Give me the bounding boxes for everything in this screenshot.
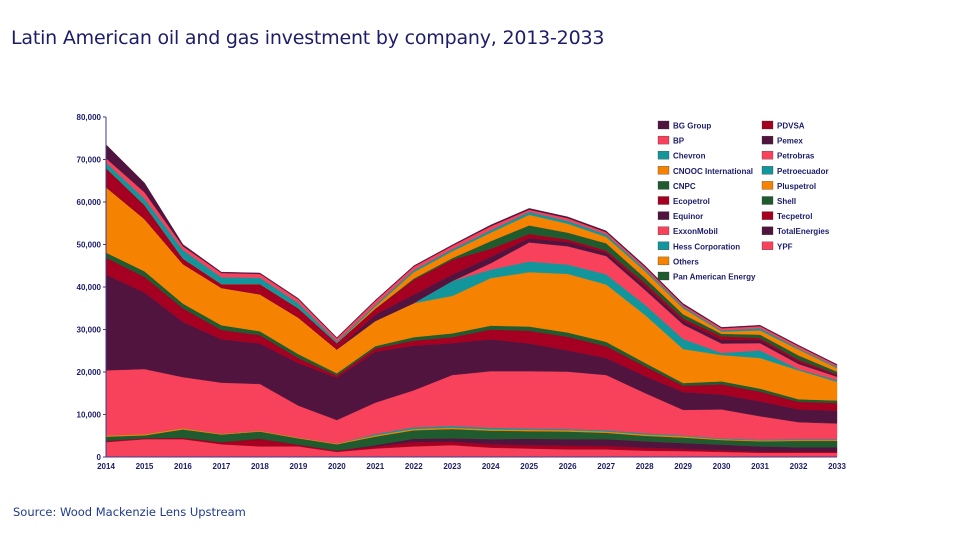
- legend-label: TotalEnergies: [777, 227, 830, 236]
- legend-swatch: [657, 151, 670, 160]
- x-tick-label: 2031: [751, 462, 769, 471]
- y-tick-label: 80,000: [77, 113, 102, 122]
- x-tick-label: 2024: [482, 462, 500, 471]
- legend-item: Petrobras: [761, 151, 815, 161]
- legend-swatch: [761, 241, 774, 250]
- legend-swatch: [761, 196, 774, 205]
- legend-item: Chevron: [657, 151, 706, 161]
- legend-label: Ecopetrol: [673, 197, 710, 206]
- legend-label: ExxonMobil: [673, 227, 718, 236]
- legend-item: ExxonMobil: [657, 226, 718, 236]
- y-tick-label: 20,000: [77, 368, 102, 377]
- legend-label: Petrobras: [777, 152, 815, 161]
- legend-label: Equinor: [673, 212, 703, 221]
- legend-item: Tecpetrol: [761, 211, 812, 221]
- x-tick-label: 2020: [328, 462, 346, 471]
- axes: 0 10,000 20,000 30,000 40,000 50,000 60,000 70,…: [77, 113, 847, 471]
- legend-item: PDVSA: [761, 120, 805, 131]
- legend-label: Petroecuador: [777, 167, 829, 176]
- x-tick-label: 2028: [636, 462, 654, 471]
- legend-label: Pan American Energy: [673, 273, 756, 282]
- y-tick-label: 40,000: [77, 283, 102, 292]
- legend-swatch: [657, 135, 670, 145]
- legend-item: BP: [657, 135, 685, 146]
- legend-label: Hess Corporation: [673, 242, 740, 251]
- legend-item: Shell: [761, 196, 796, 206]
- x-tick-label: 2029: [674, 462, 692, 471]
- legend-label: Chevron: [673, 152, 706, 161]
- x-tick-label: 2015: [136, 462, 154, 471]
- legend-swatch: [657, 120, 670, 130]
- x-tick-label: 2033: [828, 462, 846, 471]
- legend-swatch: [657, 271, 670, 281]
- legend-label: Pemex: [777, 137, 803, 146]
- x-tick-label: 2016: [174, 462, 192, 471]
- legend-swatch: [657, 211, 670, 220]
- legend-label: Pluspetrol: [777, 182, 816, 191]
- legend-item: Ecopetrol: [657, 196, 710, 206]
- legend-swatch: [761, 120, 774, 130]
- area-bg-group: [105, 144, 838, 366]
- legend-swatch: [761, 181, 774, 190]
- y-tick-label: 60,000: [77, 198, 102, 207]
- x-tick-label: 2022: [405, 462, 423, 471]
- legend-swatch: [761, 151, 774, 160]
- legend-item: Petroecuador: [761, 166, 829, 176]
- legend-item: Pluspetrol: [761, 181, 816, 191]
- y-tick-label: 0: [97, 453, 102, 462]
- legend-swatch: [657, 256, 670, 266]
- legend-item: CNOOC International: [657, 166, 753, 176]
- source-note: Source: Wood Mackenzie Lens Upstream: [13, 505, 246, 519]
- y-tick-label: 70,000: [77, 156, 102, 165]
- legend-swatch: [761, 211, 774, 220]
- x-tick-label: 2032: [790, 462, 808, 471]
- x-tick-label: 2026: [559, 462, 577, 471]
- legend-item: YPF: [761, 241, 793, 251]
- x-tick-label: 2019: [289, 462, 307, 471]
- legend-swatch: [657, 166, 670, 175]
- area-layers: [105, 144, 838, 458]
- x-tick-label: 2025: [520, 462, 538, 471]
- legend-item: Pemex: [761, 135, 803, 146]
- x-tick-label: 2030: [713, 462, 731, 471]
- legend-swatch: [761, 135, 774, 145]
- legend-label: BG Group: [673, 122, 711, 131]
- legend-swatch: [761, 226, 774, 235]
- legend-label: Others: [673, 257, 699, 266]
- chart-title: Latin American oil and gas investment by…: [11, 27, 605, 49]
- legend-item: TotalEnergies: [761, 226, 830, 236]
- legend-label: CNPC: [673, 182, 696, 191]
- legend-swatch: [657, 241, 670, 250]
- x-tick-label: 2023: [443, 462, 461, 471]
- y-tick-label: 30,000: [77, 326, 102, 335]
- x-tick-label: 2017: [213, 462, 231, 471]
- legend-label: Tecpetrol: [777, 212, 812, 221]
- y-tick-label: 10,000: [77, 411, 102, 420]
- legend-label: CNOOC International: [673, 167, 753, 176]
- legend-label: YPF: [777, 242, 793, 251]
- x-tick-label: 2027: [597, 462, 615, 471]
- legend-label: BP: [673, 137, 685, 146]
- legend-swatch: [761, 166, 774, 175]
- legend-item: Hess Corporation: [657, 241, 740, 251]
- y-tick-label: 50,000: [77, 241, 102, 250]
- legend-swatch: [657, 226, 670, 235]
- x-tick-label: 2018: [251, 462, 269, 471]
- legend: BG Group BP Chevron CNOOC International CNPC…: [657, 120, 830, 282]
- legend-label: PDVSA: [777, 122, 805, 131]
- legend-item: Others: [657, 256, 699, 266]
- legend-item: CNPC: [657, 181, 696, 191]
- legend-swatch: [657, 196, 670, 205]
- legend-item: BG Group: [657, 120, 711, 131]
- legend-item: Equinor: [657, 211, 703, 221]
- legend-item: Pan American Energy: [657, 271, 756, 282]
- legend-swatch: [657, 181, 670, 190]
- x-tick-label: 2021: [366, 462, 384, 471]
- legend-label: Shell: [777, 197, 796, 206]
- x-tick-label: 2014: [97, 462, 115, 471]
